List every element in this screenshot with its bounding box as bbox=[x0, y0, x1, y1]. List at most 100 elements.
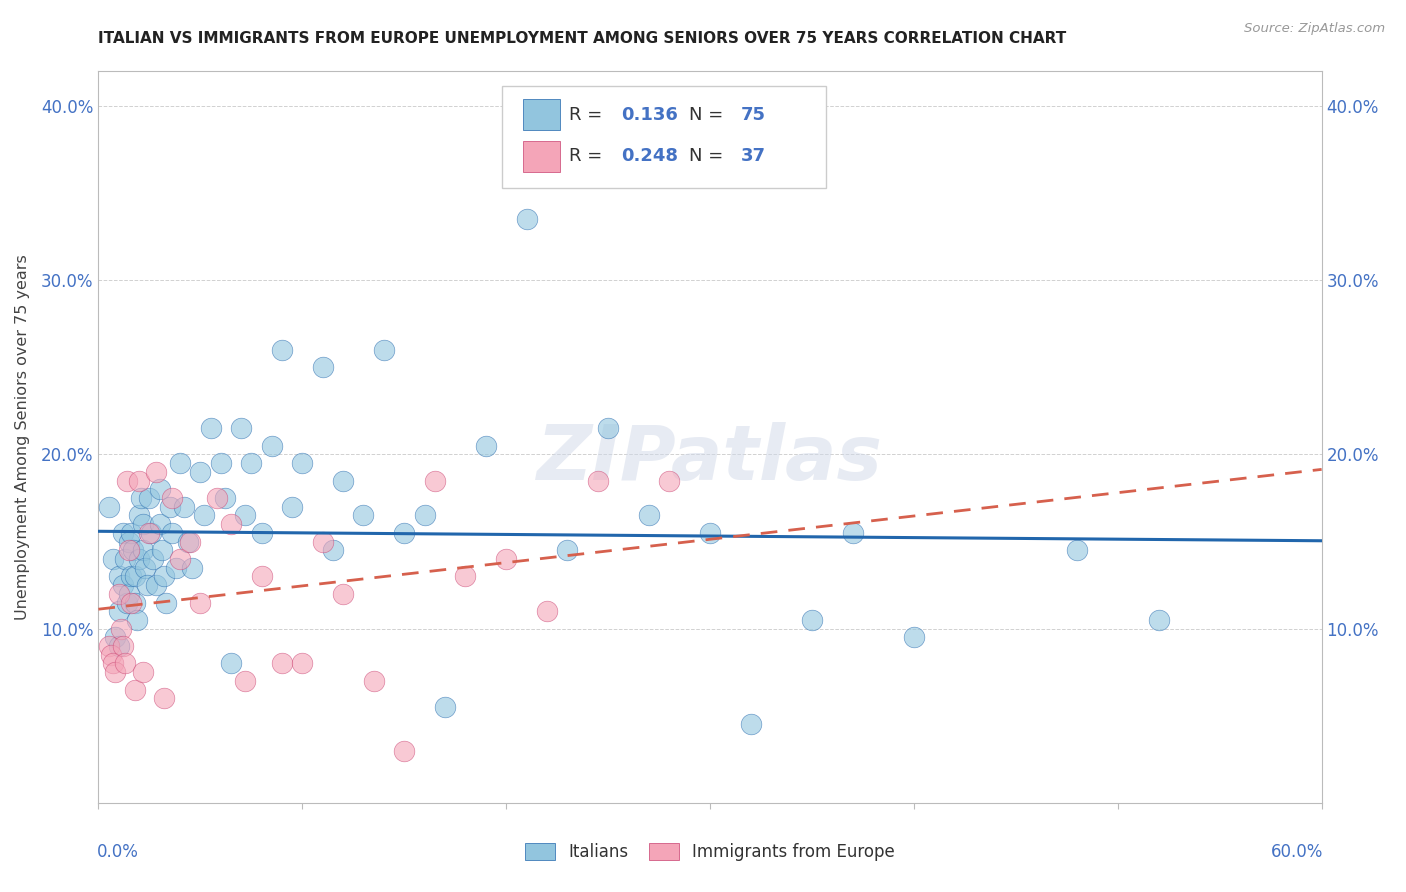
Point bbox=[108, 639, 131, 653]
Point bbox=[638, 508, 661, 523]
Point bbox=[124, 569, 146, 583]
FancyBboxPatch shape bbox=[523, 141, 560, 171]
Point bbox=[138, 491, 160, 505]
Point bbox=[801, 613, 824, 627]
Point bbox=[1066, 543, 1088, 558]
Point bbox=[181, 560, 204, 574]
Point bbox=[177, 534, 200, 549]
Point bbox=[233, 673, 256, 688]
Point bbox=[312, 534, 335, 549]
Point bbox=[97, 639, 120, 653]
Point bbox=[373, 343, 395, 357]
Y-axis label: Unemployment Among Seniors over 75 years: Unemployment Among Seniors over 75 years bbox=[15, 254, 30, 620]
Point bbox=[516, 212, 538, 227]
Point bbox=[169, 552, 191, 566]
Point bbox=[291, 456, 314, 470]
FancyBboxPatch shape bbox=[523, 99, 560, 130]
Point bbox=[118, 543, 141, 558]
Point bbox=[231, 421, 253, 435]
Point bbox=[104, 665, 127, 680]
Point bbox=[205, 491, 228, 505]
Point bbox=[160, 525, 183, 540]
Point bbox=[740, 717, 762, 731]
Text: 0.248: 0.248 bbox=[620, 147, 678, 165]
Point bbox=[111, 578, 134, 592]
Point bbox=[100, 648, 122, 662]
Point bbox=[392, 743, 416, 757]
Point bbox=[200, 421, 222, 435]
Point bbox=[413, 508, 436, 523]
Point bbox=[118, 587, 141, 601]
Point bbox=[1147, 613, 1170, 627]
Point bbox=[111, 639, 134, 653]
Point bbox=[270, 657, 294, 671]
Point bbox=[270, 343, 294, 357]
Point bbox=[160, 491, 183, 505]
Point bbox=[193, 508, 215, 523]
Point bbox=[173, 500, 195, 514]
Point bbox=[97, 500, 120, 514]
Point bbox=[188, 595, 212, 609]
Text: Source: ZipAtlas.com: Source: ZipAtlas.com bbox=[1244, 22, 1385, 36]
Point bbox=[134, 560, 156, 574]
Point bbox=[128, 552, 150, 566]
Point bbox=[101, 657, 124, 671]
Point bbox=[150, 543, 173, 558]
Point bbox=[699, 525, 721, 540]
Point bbox=[188, 465, 212, 479]
FancyBboxPatch shape bbox=[502, 86, 827, 188]
Point bbox=[332, 587, 354, 601]
Point bbox=[219, 657, 242, 671]
Point bbox=[322, 543, 344, 558]
Point bbox=[219, 517, 242, 532]
Point bbox=[363, 673, 385, 688]
Point bbox=[260, 439, 283, 453]
Point bbox=[128, 508, 150, 523]
Point bbox=[152, 691, 174, 706]
Point bbox=[129, 491, 152, 505]
Point bbox=[169, 456, 191, 470]
Point bbox=[586, 474, 609, 488]
Point bbox=[145, 465, 167, 479]
Point bbox=[250, 525, 273, 540]
Point bbox=[332, 474, 354, 488]
Text: ITALIAN VS IMMIGRANTS FROM EUROPE UNEMPLOYMENT AMONG SENIORS OVER 75 YEARS CORRE: ITALIAN VS IMMIGRANTS FROM EUROPE UNEMPL… bbox=[98, 31, 1067, 46]
Point bbox=[474, 439, 498, 453]
Text: 0.136: 0.136 bbox=[620, 105, 678, 123]
Point bbox=[108, 587, 131, 601]
Point bbox=[155, 595, 177, 609]
Point bbox=[454, 569, 477, 583]
Legend: Italians, Immigrants from Europe: Italians, Immigrants from Europe bbox=[519, 836, 901, 868]
Text: ZIPatlas: ZIPatlas bbox=[537, 422, 883, 496]
Text: 0.0%: 0.0% bbox=[97, 843, 139, 861]
Point bbox=[423, 474, 446, 488]
Point bbox=[159, 500, 181, 514]
Point bbox=[114, 552, 136, 566]
Point bbox=[141, 525, 163, 540]
Point bbox=[281, 500, 304, 514]
Point bbox=[240, 456, 263, 470]
Point bbox=[536, 604, 558, 618]
Text: N =: N = bbox=[689, 147, 730, 165]
Point bbox=[136, 578, 159, 592]
Point bbox=[495, 552, 517, 566]
Point bbox=[149, 483, 172, 497]
Point bbox=[903, 631, 925, 645]
Point bbox=[114, 657, 136, 671]
Text: N =: N = bbox=[689, 105, 730, 123]
Point bbox=[165, 560, 187, 574]
Point bbox=[434, 700, 457, 714]
Point bbox=[179, 534, 201, 549]
Point bbox=[250, 569, 273, 583]
Point bbox=[152, 569, 174, 583]
Point bbox=[124, 595, 146, 609]
Point bbox=[101, 552, 124, 566]
Point bbox=[145, 578, 167, 592]
Point bbox=[138, 525, 160, 540]
Point bbox=[132, 665, 155, 680]
Point bbox=[120, 569, 142, 583]
Point bbox=[392, 525, 416, 540]
Point bbox=[120, 595, 142, 609]
Point bbox=[118, 534, 141, 549]
Point bbox=[115, 474, 138, 488]
